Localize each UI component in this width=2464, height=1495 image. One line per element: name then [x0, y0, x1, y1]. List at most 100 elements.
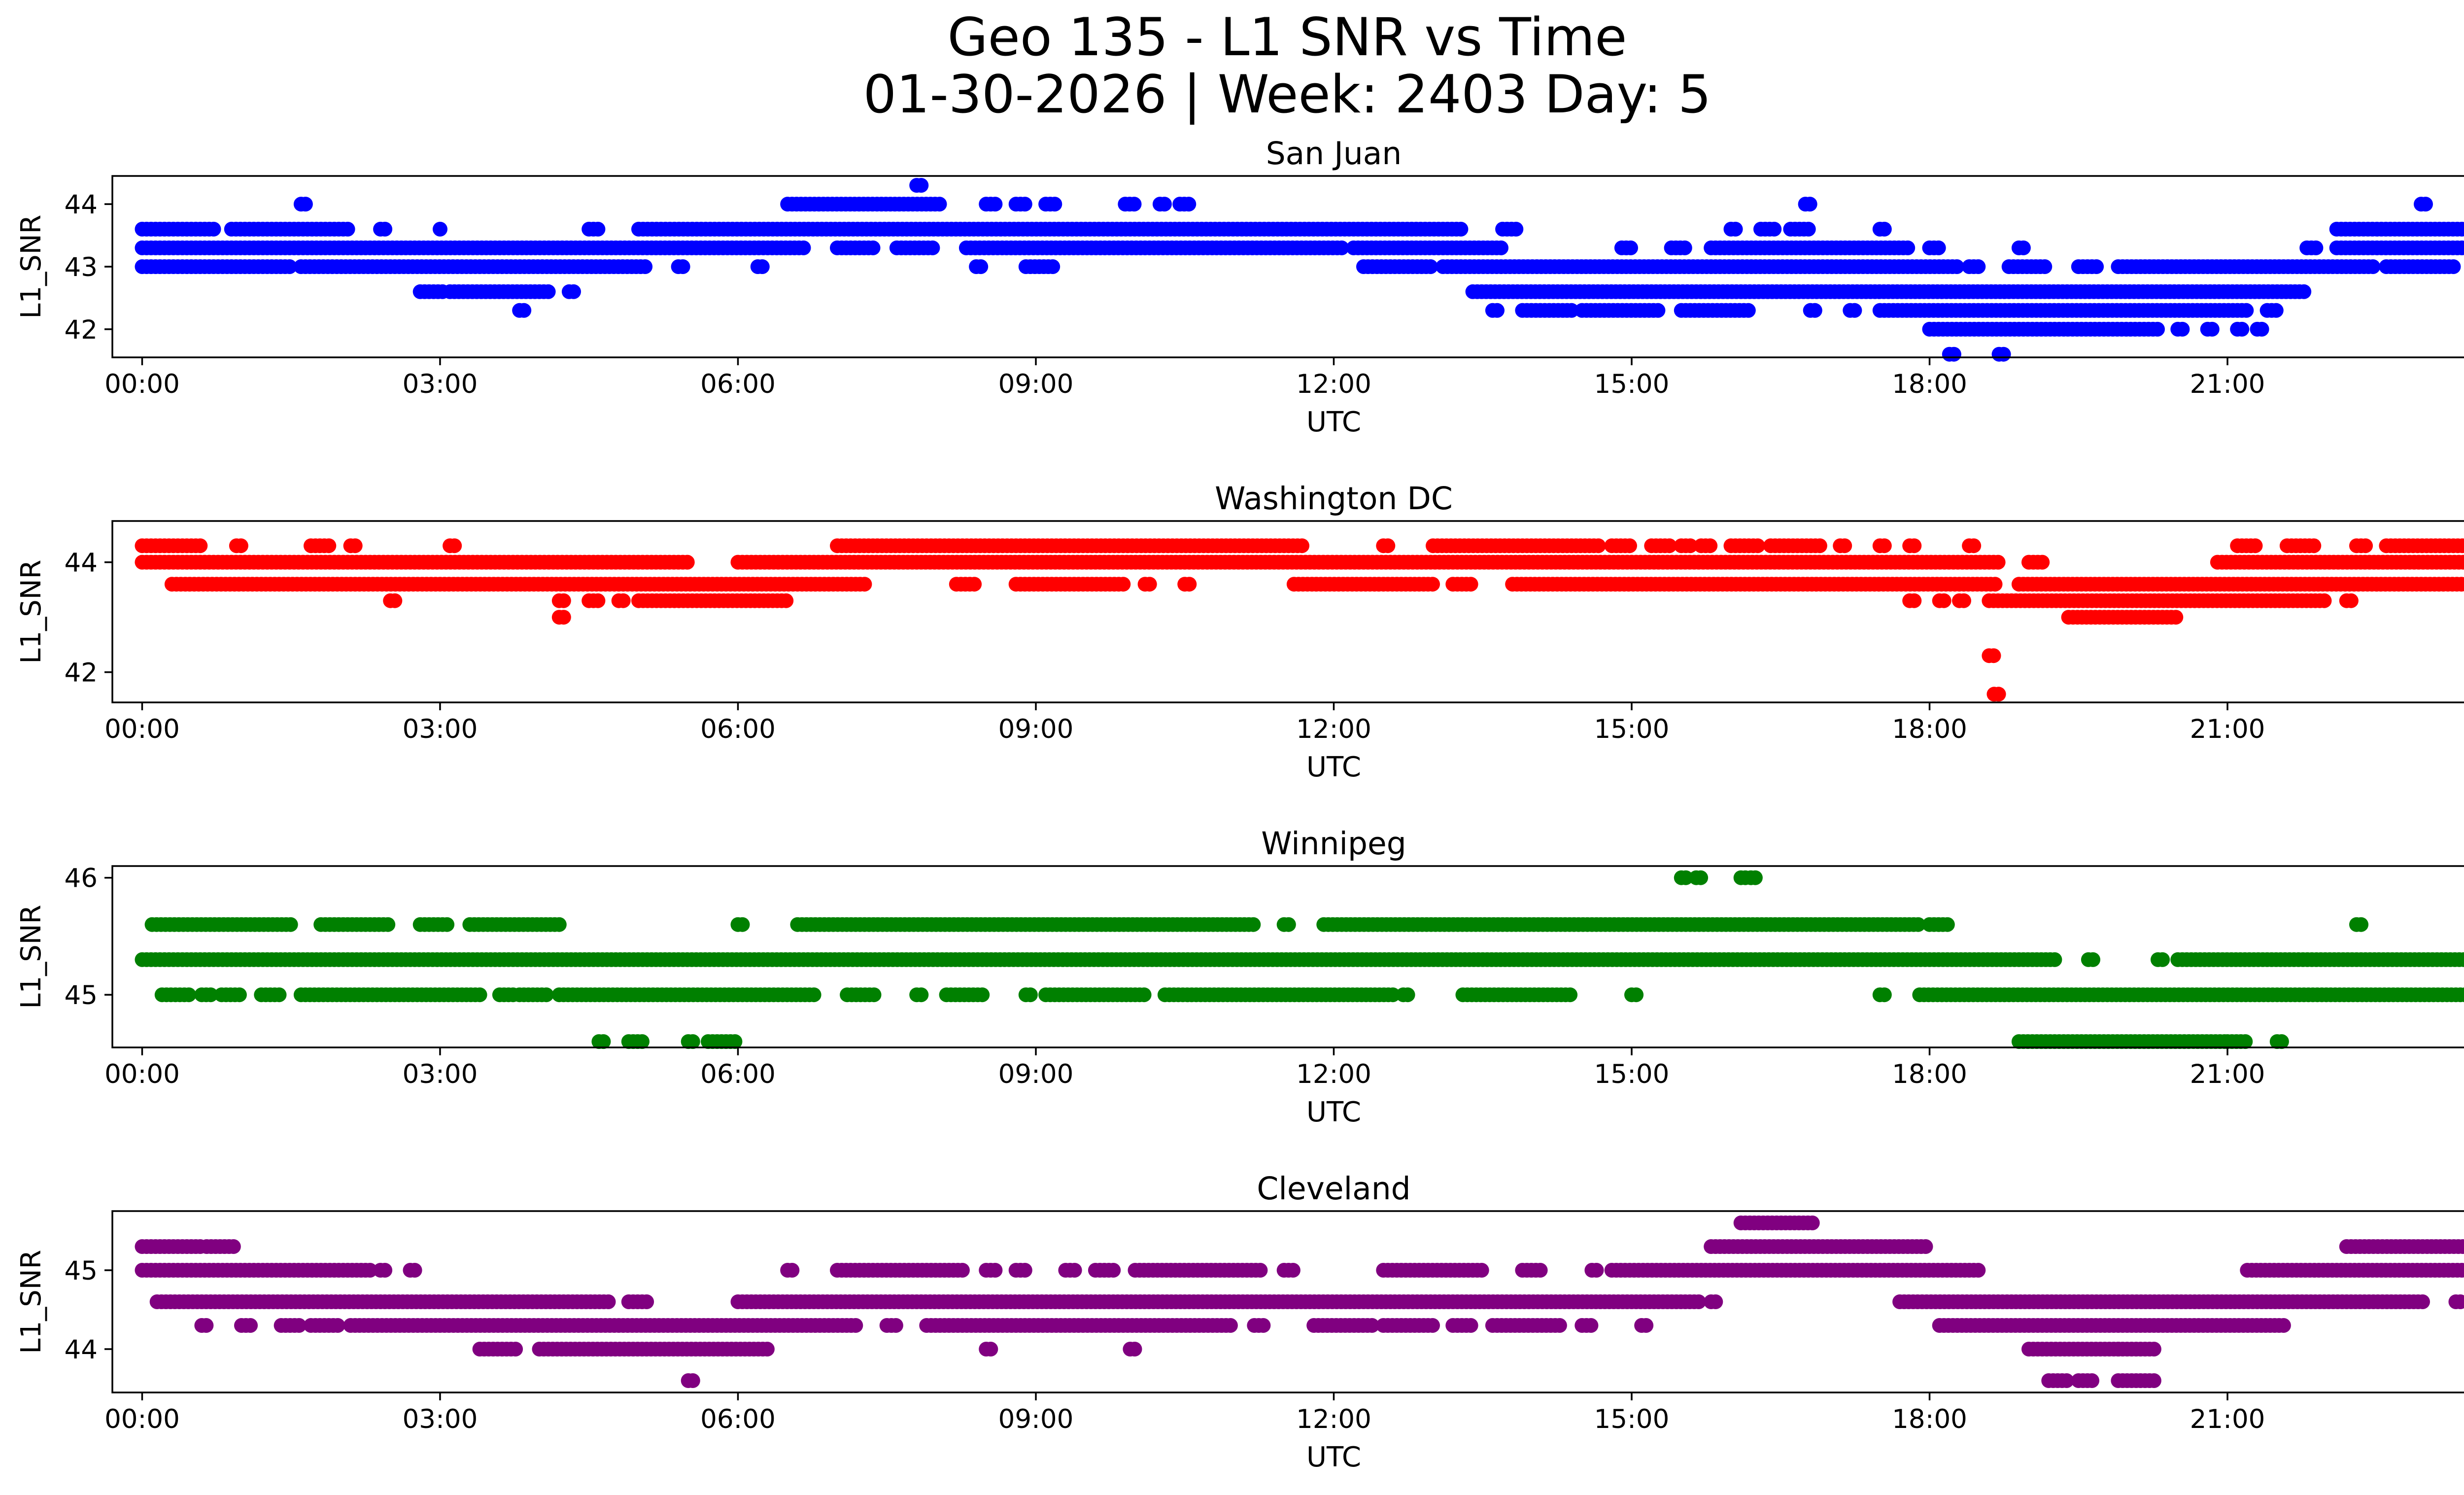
data-point [407, 1263, 422, 1278]
data-point [2365, 259, 2381, 274]
data-point [226, 1239, 241, 1254]
snr-band-44.3 [909, 178, 929, 193]
data-point [1253, 1263, 1268, 1278]
snr-band-45.6 [1733, 1216, 1820, 1230]
data-point [2035, 555, 2050, 570]
snr-band-46 [1674, 870, 1763, 885]
x-axis-label: UTC [1306, 406, 1361, 438]
data-point [1837, 538, 1852, 554]
y-tick-label: 42 [65, 315, 98, 345]
data-point [272, 987, 287, 1003]
data-point [541, 284, 556, 299]
data-point [639, 1294, 654, 1309]
data-point [1847, 303, 1862, 318]
data-point [1747, 870, 1763, 885]
data-point [1623, 240, 1638, 255]
data-point [2016, 240, 2031, 255]
data-point [516, 303, 532, 318]
data-point [2150, 321, 2165, 337]
y-tick-label: 42 [65, 658, 98, 688]
data-point [1750, 538, 1765, 554]
data-point [1805, 1216, 1820, 1230]
data-point [232, 987, 247, 1003]
x-tick-label: 06:00 [700, 1059, 776, 1089]
x-tick-label: 15:00 [1594, 369, 1670, 399]
data-point [2248, 538, 2263, 554]
data-points [135, 1216, 2464, 1388]
data-point [283, 917, 298, 932]
snr-band-44 [135, 555, 2464, 570]
snr-band-42.3 [512, 303, 2284, 318]
x-tick-label: 03:00 [403, 1059, 478, 1089]
data-point [754, 259, 770, 274]
data-point [925, 240, 940, 255]
data-point [1425, 577, 1440, 592]
x-axis-label: UTC [1306, 1096, 1361, 1128]
data-point [539, 987, 554, 1003]
snr-band-43.6 [135, 221, 2464, 237]
data-point [298, 197, 313, 212]
data-point [675, 259, 690, 274]
subplot-title: San Juan [1266, 136, 1402, 172]
x-tick-label: 12:00 [1296, 714, 1371, 744]
snr-band-44.3 [135, 538, 2464, 554]
data-point [2168, 610, 2184, 625]
data-point [1423, 259, 1438, 274]
data-point [1931, 240, 1946, 255]
data-point [447, 538, 462, 554]
data-point [973, 259, 989, 274]
snr-band-45.6 [144, 917, 2369, 932]
data-point [340, 221, 355, 237]
snr-band-43 [551, 610, 2184, 625]
data-point [1023, 987, 1038, 1003]
data-point [233, 538, 248, 554]
data-point [1589, 1263, 1604, 1278]
data-point [1971, 1263, 1986, 1278]
data-point [380, 917, 396, 932]
x-tick-label: 00:00 [104, 1059, 180, 1089]
data-point [1490, 303, 1505, 318]
data-point [796, 240, 811, 255]
data-point [2418, 197, 2433, 212]
snr-band-45.3 [135, 1239, 2464, 1254]
data-point [1047, 197, 1062, 212]
data-point [638, 259, 653, 274]
x-tick-label: 12:00 [1296, 369, 1371, 399]
data-point [806, 987, 821, 1003]
data-point [1650, 303, 1666, 318]
x-axis-label: UTC [1306, 751, 1361, 783]
data-point [1907, 538, 1922, 554]
data-point [1807, 303, 1822, 318]
data-point [1900, 240, 1916, 255]
snr-band-43 [135, 259, 2461, 274]
data-point [1801, 221, 1816, 237]
data-point [2306, 538, 2322, 554]
x-tick-label: 15:00 [1594, 714, 1670, 744]
data-point [1703, 538, 1718, 554]
data-point [914, 987, 929, 1003]
y-tick-label: 45 [65, 980, 98, 1010]
x-tick-label: 06:00 [700, 369, 776, 399]
y-axis-label: L1_SNR [15, 904, 47, 1008]
x-tick-label: 09:00 [998, 1059, 1074, 1089]
data-point [566, 284, 581, 299]
data-point [2047, 952, 2062, 967]
snr-band-42.6 [412, 284, 2312, 299]
data-point [1508, 221, 1524, 237]
data-point [1285, 1263, 1300, 1278]
figure-title-line-1: Geo 135 - L1 SNR vs Time [947, 7, 1627, 68]
x-tick-label: 03:00 [403, 369, 478, 399]
x-tick-label: 21:00 [2190, 1059, 2265, 1089]
data-point [1629, 987, 1644, 1003]
snr-band-41.6 [1986, 687, 2006, 702]
y-axis-label: L1_SNR [15, 559, 47, 663]
data-point [193, 538, 208, 554]
data-point [785, 1263, 800, 1278]
data-point [1182, 577, 1197, 592]
x-tick-label: 18:00 [1892, 369, 1967, 399]
data-point [2268, 303, 2284, 318]
data-point [1380, 538, 1396, 554]
snr-band-42 [1922, 321, 2269, 337]
data-point [601, 1294, 616, 1309]
